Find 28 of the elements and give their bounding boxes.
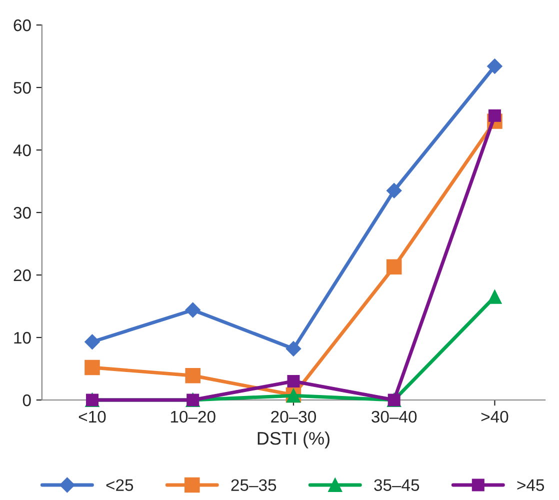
x-tick-label: >40: [481, 410, 508, 423]
point: [286, 341, 302, 356]
point: [488, 290, 502, 304]
y-tick-label: 40: [13, 144, 31, 156]
y-tick-label: 0: [22, 394, 31, 406]
legend-label: <25: [106, 479, 134, 491]
y-tick-label: 30: [14, 206, 31, 219]
point: [84, 334, 100, 350]
point: [488, 109, 501, 122]
y-tick-label: 60: [14, 19, 31, 32]
x-tick-label: 10–20: [170, 410, 216, 423]
x-axis-title: DSTI (%): [258, 432, 330, 448]
legend-label: 25–35: [231, 479, 276, 491]
y-tick-label: 20: [14, 269, 31, 282]
point: [287, 375, 300, 388]
point: [487, 58, 502, 74]
point: [386, 183, 402, 198]
x-tick-label: <10: [78, 410, 106, 423]
x-tick-label: 20–30: [271, 410, 316, 423]
legend-label: 35–45: [374, 479, 420, 491]
legend-label: >45: [517, 479, 544, 491]
point: [185, 368, 200, 384]
point: [185, 302, 200, 318]
point: [386, 259, 402, 275]
point: [84, 360, 100, 376]
x-tick-label: 30–40: [372, 410, 417, 423]
y-tick-label: 50: [14, 82, 31, 94]
y-tick-label: 10: [14, 332, 31, 344]
